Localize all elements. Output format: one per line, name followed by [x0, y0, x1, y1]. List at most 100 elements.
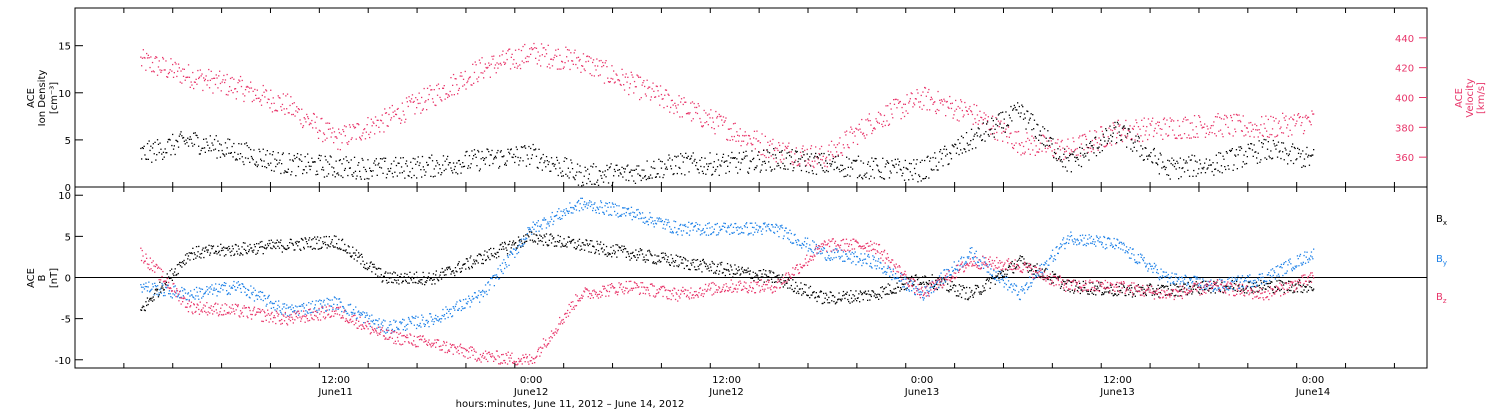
by-point — [198, 287, 201, 289]
velocity-point — [1028, 139, 1031, 141]
velocity-point — [1161, 128, 1163, 130]
bx-point — [938, 279, 941, 281]
bx-point — [782, 286, 784, 288]
velocity-point — [410, 98, 413, 100]
bx-point — [997, 273, 999, 275]
bx-point — [1039, 275, 1041, 278]
bx-point — [508, 243, 510, 245]
velocity-point — [535, 47, 538, 49]
bx-point — [953, 284, 955, 286]
by-point — [336, 298, 338, 300]
velocity-point — [903, 103, 905, 105]
density-point — [885, 163, 887, 165]
velocity-point — [1266, 130, 1268, 132]
bx-point — [1131, 287, 1133, 289]
density-point — [1114, 121, 1116, 124]
bx-point — [870, 294, 872, 296]
bx-point — [1053, 273, 1055, 276]
velocity-point — [889, 102, 891, 105]
velocity-point — [998, 126, 1000, 128]
bx-point — [644, 261, 647, 263]
density-point — [1079, 152, 1082, 154]
bx-point — [465, 258, 468, 260]
top-right-tick-label: 440 — [1395, 34, 1414, 45]
density-point — [452, 172, 454, 174]
velocity-point — [1124, 134, 1126, 137]
velocity-point — [1296, 120, 1298, 122]
density-point — [673, 173, 675, 175]
density-point — [200, 149, 202, 152]
bx-point — [685, 265, 688, 267]
density-point — [1277, 141, 1280, 143]
bx-point — [1208, 290, 1210, 292]
density-point — [541, 169, 543, 171]
by-point — [394, 321, 396, 323]
bx-point — [451, 271, 453, 273]
bx-point — [366, 262, 368, 264]
velocity-point — [385, 112, 388, 114]
velocity-point — [655, 85, 657, 87]
velocity-point — [834, 156, 836, 158]
bx-point — [826, 294, 828, 296]
density-point — [423, 169, 425, 171]
density-point — [1301, 166, 1303, 168]
by-point — [353, 313, 355, 315]
velocity-point — [996, 139, 999, 141]
velocity-point — [1250, 121, 1252, 124]
velocity-point — [1169, 117, 1171, 119]
bx-point — [859, 290, 861, 292]
velocity-point — [710, 109, 712, 111]
density-point — [856, 177, 859, 179]
bx-point — [528, 236, 530, 238]
by-point — [397, 327, 399, 330]
by-point — [527, 227, 529, 229]
velocity-point — [1010, 132, 1012, 134]
bx-point — [175, 274, 177, 276]
by-point — [190, 294, 193, 296]
velocity-point — [545, 49, 547, 51]
velocity-point — [169, 69, 171, 71]
velocity-point — [522, 45, 524, 48]
density-point — [491, 149, 493, 152]
velocity-point — [501, 54, 503, 56]
by-point — [494, 274, 496, 276]
bx-point — [601, 247, 603, 249]
by-point — [228, 292, 230, 294]
by-point — [307, 312, 309, 314]
by-point — [391, 332, 393, 334]
density-point — [1245, 150, 1247, 153]
bx-point — [1136, 291, 1139, 293]
by-point — [479, 301, 481, 303]
bx-point — [216, 253, 218, 255]
velocity-point — [776, 147, 778, 150]
bx-point — [1130, 284, 1132, 286]
velocity-point — [1163, 117, 1166, 119]
by-point — [382, 319, 385, 321]
velocity-point — [1034, 154, 1036, 156]
velocity-point — [426, 109, 428, 111]
density-point — [983, 133, 985, 135]
bx-point — [479, 253, 482, 256]
velocity-point — [870, 124, 872, 126]
density-point — [1257, 152, 1259, 154]
velocity-point — [415, 97, 417, 99]
bx-point — [839, 299, 842, 301]
velocity-point — [1130, 138, 1132, 141]
bx-point — [848, 300, 850, 303]
density-point — [1104, 140, 1106, 142]
velocity-point — [1261, 116, 1263, 118]
velocity-point — [280, 106, 282, 108]
bx-point — [155, 288, 157, 290]
velocity-point — [1248, 122, 1250, 124]
density-point — [639, 175, 642, 177]
bx-point — [785, 282, 787, 284]
density-point — [664, 168, 667, 170]
bx-point — [267, 245, 270, 247]
bx-point — [714, 271, 716, 273]
bx-point — [179, 265, 182, 267]
velocity-point — [509, 48, 511, 50]
bx-point — [1175, 283, 1178, 285]
bx-point — [312, 238, 314, 240]
bx-point — [333, 235, 336, 237]
velocity-point — [429, 85, 431, 87]
